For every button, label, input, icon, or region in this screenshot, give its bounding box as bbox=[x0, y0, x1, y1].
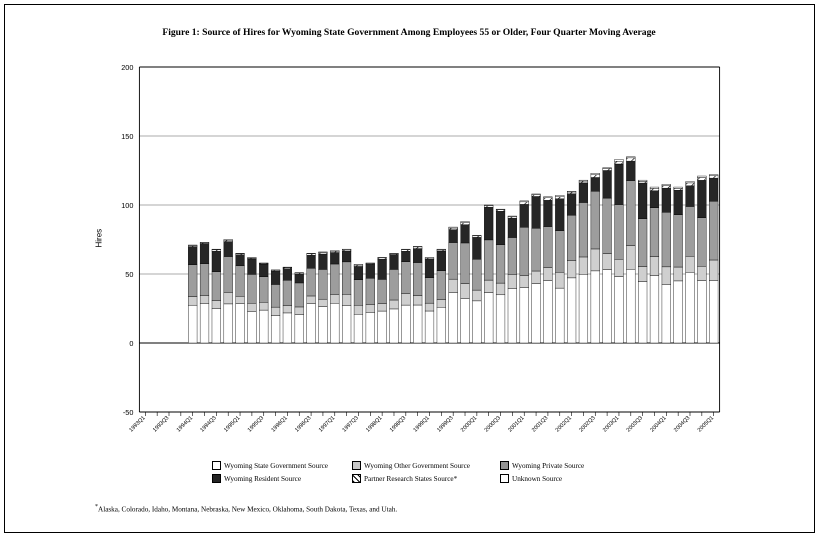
svg-text:50: 50 bbox=[125, 270, 133, 279]
svg-text:0: 0 bbox=[129, 339, 133, 348]
svg-text:2004Q1: 2004Q1 bbox=[649, 415, 667, 433]
svg-text:2004Q3: 2004Q3 bbox=[673, 415, 691, 433]
svg-text:1998Q3: 1998Q3 bbox=[389, 415, 407, 433]
svg-text:1999Q3: 1999Q3 bbox=[436, 415, 454, 433]
svg-text:2001Q1: 2001Q1 bbox=[507, 415, 525, 433]
svg-text:1996Q3: 1996Q3 bbox=[294, 415, 312, 433]
svg-text:1993Q3: 1993Q3 bbox=[152, 415, 170, 433]
svg-text:2002Q3: 2002Q3 bbox=[578, 415, 596, 433]
svg-text:2003Q1: 2003Q1 bbox=[602, 415, 620, 433]
svg-text:2002Q1: 2002Q1 bbox=[555, 415, 573, 433]
svg-text:1998Q1: 1998Q1 bbox=[365, 415, 383, 433]
svg-text:1995Q1: 1995Q1 bbox=[223, 415, 241, 433]
svg-text:2003Q3: 2003Q3 bbox=[626, 415, 644, 433]
svg-text:1996Q1: 1996Q1 bbox=[271, 415, 289, 433]
svg-text:1999Q1: 1999Q1 bbox=[413, 415, 431, 433]
svg-text:2000Q3: 2000Q3 bbox=[484, 415, 502, 433]
svg-text:1994Q3: 1994Q3 bbox=[199, 415, 217, 433]
svg-text:-50: -50 bbox=[123, 408, 134, 417]
svg-text:1995Q3: 1995Q3 bbox=[247, 415, 265, 433]
svg-text:2000Q1: 2000Q1 bbox=[460, 415, 478, 433]
svg-text:2001Q3: 2001Q3 bbox=[531, 415, 549, 433]
svg-text:1997Q1: 1997Q1 bbox=[318, 415, 336, 433]
svg-text:1997Q3: 1997Q3 bbox=[342, 415, 360, 433]
svg-text:200: 200 bbox=[121, 63, 133, 72]
svg-text:1993Q1: 1993Q1 bbox=[128, 415, 146, 433]
svg-text:100: 100 bbox=[121, 201, 133, 210]
svg-text:1994Q1: 1994Q1 bbox=[176, 415, 194, 433]
svg-text:2005Q1: 2005Q1 bbox=[697, 415, 715, 433]
svg-text:150: 150 bbox=[121, 132, 133, 141]
